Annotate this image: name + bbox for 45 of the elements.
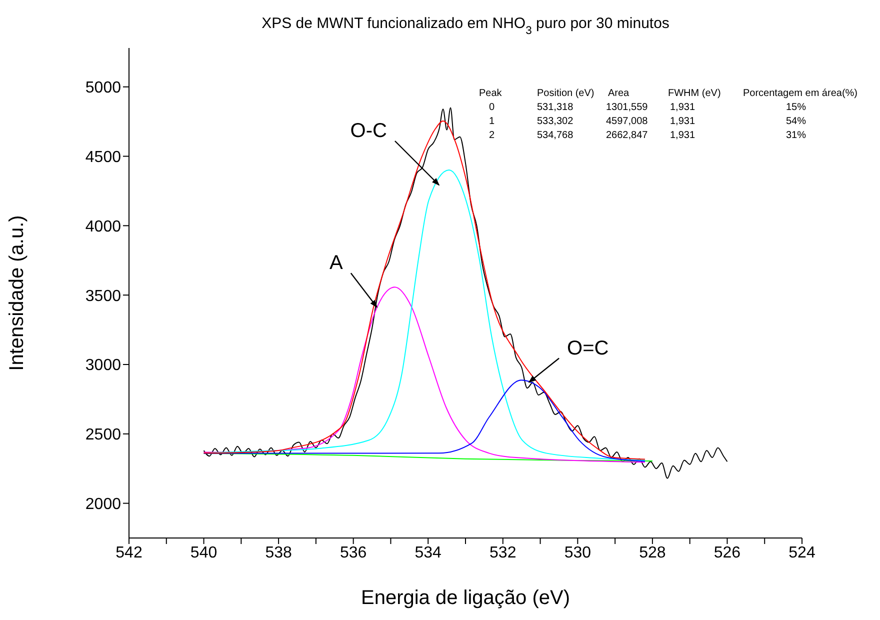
annotation: O=C	[567, 337, 609, 360]
x-tick-label: 532	[490, 544, 516, 562]
x-tick-label: 526	[714, 544, 741, 562]
annotation: 31%	[786, 130, 806, 141]
annotation: Peak	[479, 88, 503, 99]
annotation: FWHM (eV)	[668, 88, 721, 99]
annotation: 1,931	[670, 130, 696, 141]
line-series	[203, 380, 646, 462]
annotation: 1301,559	[606, 102, 648, 113]
y-tick-label: 4500	[85, 148, 122, 166]
annotation: 54%	[786, 116, 806, 127]
annotation: 0	[489, 102, 495, 113]
y-tick-label: 5000	[85, 80, 122, 97]
annotation: 2	[489, 130, 495, 141]
x-tick-label: 542	[116, 544, 142, 562]
annotation: 533,302	[537, 116, 574, 127]
x-tick-label: 540	[190, 544, 218, 562]
x-tick-label: 534	[414, 544, 442, 562]
annotation: 531,318	[537, 102, 574, 113]
x-axis-title: Energia de ligação (eV)	[360, 587, 570, 609]
x-tick-label: 536	[340, 544, 367, 562]
y-tick-label: 2500	[85, 426, 122, 444]
annotation: 4597,008	[606, 116, 648, 127]
y-tick-label: 2000	[85, 496, 122, 513]
annotation: 2662,847	[606, 130, 648, 141]
chart-title: XPS de MWNT funcionalizado em NHO$_{3}$ puro por 30 minutos	[262, 15, 670, 37]
annotation: Area	[608, 88, 630, 99]
annotation: 1,931	[670, 116, 696, 127]
annotation: Position (eV)	[537, 88, 594, 99]
x-tick-label: 524	[788, 544, 816, 562]
annotation: 15%	[786, 102, 806, 113]
y-tick-label: 4000	[85, 218, 122, 236]
x-tick-label: 528	[639, 544, 666, 562]
y-axis-title: Intensidade (a.u.)	[6, 215, 28, 371]
annotation: 1	[489, 116, 495, 127]
x-tick-label: 530	[564, 544, 592, 562]
y-tick-label: 3000	[85, 357, 122, 374]
annotation: A	[330, 252, 344, 274]
line-series	[203, 286, 646, 463]
annotation: 1,931	[670, 102, 696, 113]
x-tick-label: 538	[265, 544, 292, 562]
annotation: 534,768	[537, 130, 574, 141]
annotation: Porcentagem em área(%)	[743, 88, 858, 99]
annotation: O-C	[350, 120, 387, 142]
y-tick-label: 3500	[85, 288, 122, 305]
